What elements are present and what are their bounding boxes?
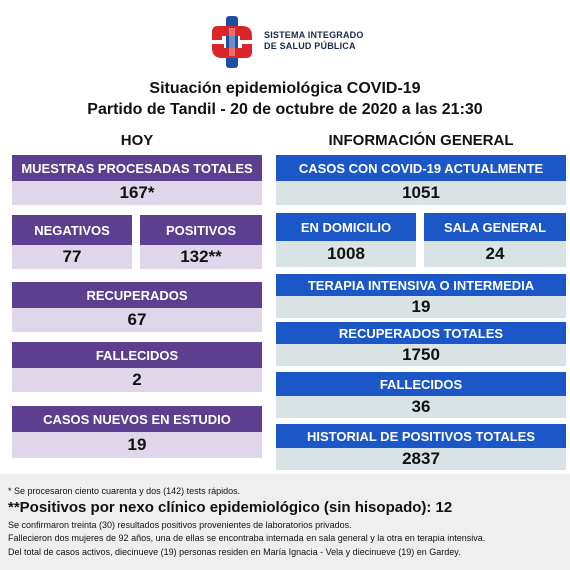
- historial-value: 2837: [276, 448, 566, 470]
- recuperados-value: 67: [12, 308, 262, 332]
- domicilio-header: EN DOMICILIO: [276, 213, 416, 241]
- negativos-value: 77: [12, 245, 132, 269]
- fallecidos-hoy-header: FALLECIDOS: [12, 342, 262, 368]
- page-subtitle: Partido de Tandil - 20 de octubre de 202…: [87, 101, 483, 118]
- sala-general-value: 24: [424, 241, 566, 267]
- recuperados-header: RECUPERADOS: [12, 282, 262, 308]
- health-system-logo-icon: [212, 16, 252, 68]
- fallecidos-hoy-value: 2: [12, 368, 262, 392]
- casos-actuales-value: 1051: [276, 181, 566, 205]
- fallecidos-general-value: 36: [276, 396, 566, 418]
- muestras-header: MUESTRAS PROCESADAS TOTALES: [12, 155, 262, 181]
- fallecidos-general-header: FALLECIDOS: [276, 372, 566, 396]
- logo-line-2: DE SALUD PÚBLICA: [264, 41, 356, 51]
- recuperados-totales-value: 1750: [276, 344, 566, 366]
- recuperados-totales-header: RECUPERADOS TOTALES: [276, 322, 566, 344]
- historial-header: HISTORIAL DE POSITIVOS TOTALES: [276, 424, 566, 448]
- footnote-private-labs: Se confirmaron treinta (30) resultados p…: [8, 520, 352, 530]
- positivos-value: 132**: [140, 245, 262, 269]
- footer-notes: * Se procesaron ciento cuarenta y dos (1…: [0, 474, 570, 570]
- negativos-header: NEGATIVOS: [12, 215, 132, 245]
- logo-line-1: SISTEMA INTEGRADO: [264, 30, 364, 40]
- casos-nuevos-value: 19: [12, 432, 262, 458]
- page-title: Situación epidemiológica COVID-19: [149, 80, 421, 97]
- domicilio-value: 1008: [276, 241, 416, 267]
- positivos-header: POSITIVOS: [140, 215, 262, 245]
- footnote-rapid-tests: * Se procesaron ciento cuarenta y dos (1…: [8, 486, 241, 496]
- general-heading: INFORMACIÓN GENERAL: [328, 132, 514, 149]
- terapia-value: 19: [276, 296, 566, 318]
- casos-nuevos-header: CASOS NUEVOS EN ESTUDIO: [12, 406, 262, 432]
- logo-text: SISTEMA INTEGRADO DE SALUD PÚBLICA: [264, 30, 364, 52]
- footnote-deaths: Fallecieron dos mujeres de 92 años, una …: [8, 533, 486, 543]
- hoy-heading: HOY: [120, 132, 154, 149]
- muestras-value: 167*: [12, 181, 262, 205]
- terapia-header: TERAPIA INTENSIVA O INTERMEDIA: [276, 274, 566, 296]
- casos-actuales-header: CASOS CON COVID-19 ACTUALMENTE: [276, 155, 566, 181]
- footnote-clinical-positives: **Positivos por nexo clínico epidemiológ…: [8, 499, 453, 516]
- footnote-active-cases: Del total de casos activos, diecinueve (…: [8, 547, 461, 557]
- sala-general-header: SALA GENERAL: [424, 213, 566, 241]
